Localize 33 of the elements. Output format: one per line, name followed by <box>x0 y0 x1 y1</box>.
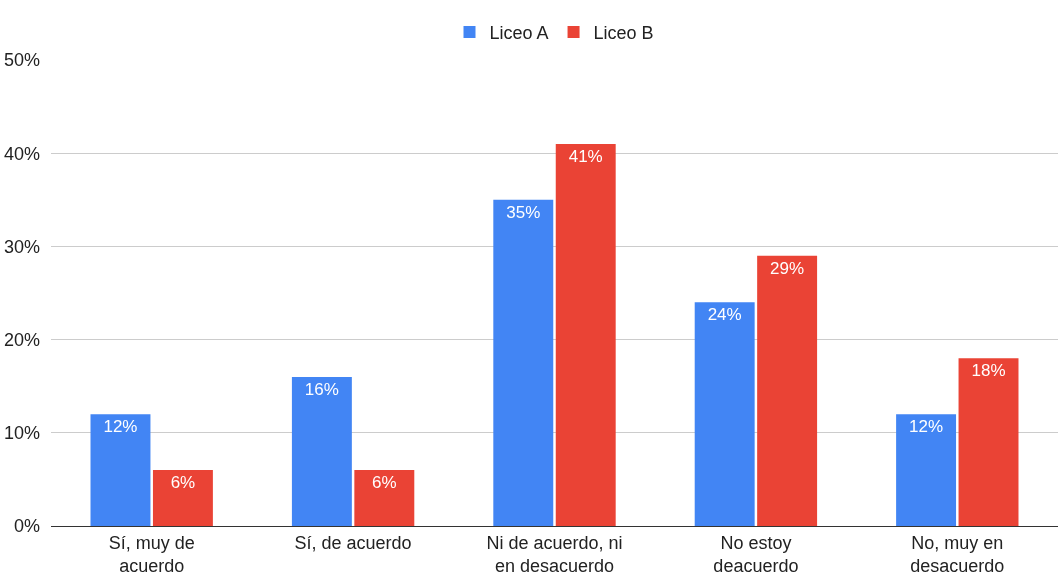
y-tick-label: 30% <box>3 236 40 257</box>
data-label: 24% <box>707 305 742 325</box>
x-tick-label: Sí, muy de acuerdo <box>108 532 195 576</box>
bar <box>555 143 616 526</box>
data-label: 29% <box>770 258 805 278</box>
data-label: 16% <box>304 379 339 399</box>
data-label: 18% <box>971 361 1006 381</box>
bar <box>694 302 755 526</box>
data-label: 12% <box>909 417 944 437</box>
data-label: 41% <box>568 146 603 166</box>
bar <box>291 376 352 526</box>
bar <box>90 414 151 526</box>
x-tick-label: No, muy en desacuerdo <box>910 532 1005 576</box>
y-tick-label: 0% <box>13 516 40 537</box>
y-tick-label: 20% <box>3 329 40 350</box>
y-tick-label: 40% <box>3 143 40 164</box>
x-tick-label: Sí, de acuerdo <box>294 532 412 553</box>
data-label: 35% <box>506 202 541 222</box>
y-tick-label: 50% <box>3 50 40 71</box>
bar <box>152 470 213 526</box>
bar <box>757 255 818 526</box>
data-label: 6% <box>170 473 196 493</box>
y-tick-label: 10% <box>3 423 40 444</box>
x-tick-label: Ni de acuerdo, ni en desacuerdo <box>486 532 623 576</box>
legend-label: Liceo A <box>489 22 549 43</box>
bar <box>958 358 1019 526</box>
bar <box>493 199 554 526</box>
x-tick-label: No estoy deacuerdo <box>713 532 799 576</box>
bar <box>896 414 957 526</box>
bar <box>354 470 415 526</box>
legend-label: Liceo B <box>593 22 654 43</box>
data-label: 12% <box>103 417 138 437</box>
data-label: 6% <box>372 473 397 493</box>
